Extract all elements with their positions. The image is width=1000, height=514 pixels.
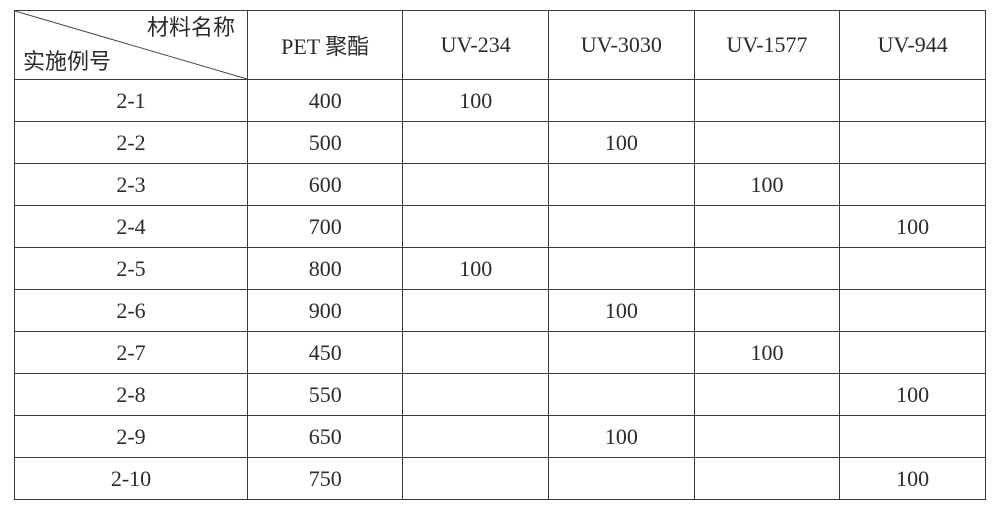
cell — [694, 290, 840, 332]
col-header: UV-234 — [403, 11, 549, 80]
diag-bottom-label: 实施例号 — [23, 49, 111, 75]
row-label: 2-4 — [15, 206, 248, 248]
cell — [403, 206, 549, 248]
row-label: 2-5 — [15, 248, 248, 290]
cell: 100 — [549, 122, 695, 164]
cell: 100 — [549, 290, 695, 332]
cell — [549, 206, 695, 248]
cell: 450 — [248, 332, 403, 374]
cell — [694, 458, 840, 500]
cell: 100 — [840, 206, 986, 248]
cell — [549, 374, 695, 416]
cell — [840, 248, 986, 290]
cell: 400 — [248, 80, 403, 122]
cell — [694, 122, 840, 164]
table-row: 2-4 700 100 — [15, 206, 986, 248]
cell: 900 — [248, 290, 403, 332]
diagonal-header-cell: 材料名称 实施例号 — [15, 11, 248, 80]
cell: 650 — [248, 416, 403, 458]
cell — [840, 416, 986, 458]
cell: 100 — [403, 80, 549, 122]
cell — [840, 164, 986, 206]
table-body: 2-1 400 100 2-2 500 100 2-3 600 100 — [15, 80, 986, 500]
row-label: 2-6 — [15, 290, 248, 332]
cell: 800 — [248, 248, 403, 290]
cell: 100 — [549, 416, 695, 458]
row-label: 2-8 — [15, 374, 248, 416]
row-label: 2-9 — [15, 416, 248, 458]
cell — [694, 206, 840, 248]
table-row: 2-7 450 100 — [15, 332, 986, 374]
table-row: 2-3 600 100 — [15, 164, 986, 206]
cell: 600 — [248, 164, 403, 206]
table-container: 材料名称 实施例号 PET 聚酯 UV-234 UV-3030 UV-1577 … — [0, 0, 1000, 514]
cell — [549, 332, 695, 374]
cell — [840, 122, 986, 164]
cell — [549, 248, 695, 290]
cell — [403, 458, 549, 500]
row-label: 2-1 — [15, 80, 248, 122]
table-row: 2-1 400 100 — [15, 80, 986, 122]
col-header: UV-944 — [840, 11, 986, 80]
col-header: PET 聚酯 — [248, 11, 403, 80]
row-label: 2-3 — [15, 164, 248, 206]
cell: 100 — [840, 374, 986, 416]
cell — [403, 374, 549, 416]
cell — [403, 332, 549, 374]
cell: 500 — [248, 122, 403, 164]
cell: 750 — [248, 458, 403, 500]
col-header: UV-3030 — [549, 11, 695, 80]
cell — [694, 248, 840, 290]
table-row: 2-6 900 100 — [15, 290, 986, 332]
cell: 100 — [694, 164, 840, 206]
col-header: UV-1577 — [694, 11, 840, 80]
cell — [840, 332, 986, 374]
table-row: 2-9 650 100 — [15, 416, 986, 458]
cell — [694, 374, 840, 416]
cell — [403, 164, 549, 206]
cell — [403, 122, 549, 164]
cell: 100 — [840, 458, 986, 500]
table-row: 2-5 800 100 — [15, 248, 986, 290]
row-label: 2-2 — [15, 122, 248, 164]
cell — [403, 290, 549, 332]
cell — [403, 416, 549, 458]
table-row: 2-8 550 100 — [15, 374, 986, 416]
cell — [549, 458, 695, 500]
row-label: 2-10 — [15, 458, 248, 500]
cell — [549, 80, 695, 122]
cell: 550 — [248, 374, 403, 416]
cell — [694, 80, 840, 122]
cell — [840, 80, 986, 122]
row-label: 2-7 — [15, 332, 248, 374]
cell: 700 — [248, 206, 403, 248]
table-row: 2-2 500 100 — [15, 122, 986, 164]
cell: 100 — [403, 248, 549, 290]
materials-table: 材料名称 实施例号 PET 聚酯 UV-234 UV-3030 UV-1577 … — [14, 10, 986, 500]
cell — [840, 290, 986, 332]
cell: 100 — [694, 332, 840, 374]
cell — [694, 416, 840, 458]
cell — [549, 164, 695, 206]
table-row: 2-10 750 100 — [15, 458, 986, 500]
diag-top-label: 材料名称 — [147, 15, 235, 41]
table-header-row: 材料名称 实施例号 PET 聚酯 UV-234 UV-3030 UV-1577 … — [15, 11, 986, 80]
